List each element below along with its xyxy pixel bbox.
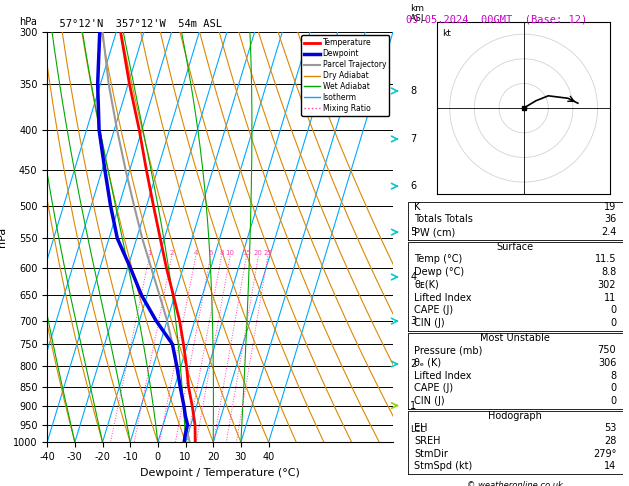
- Text: 2.4: 2.4: [601, 227, 616, 237]
- Text: 0: 0: [610, 396, 616, 406]
- Text: 20: 20: [254, 250, 263, 257]
- Text: 15: 15: [242, 250, 251, 257]
- Text: 1: 1: [410, 400, 416, 411]
- Text: 0: 0: [610, 383, 616, 393]
- Text: 1: 1: [147, 250, 152, 257]
- Text: kt: kt: [442, 29, 451, 38]
- Text: θₑ (K): θₑ (K): [414, 358, 441, 368]
- Text: 5: 5: [410, 227, 416, 237]
- Text: 302: 302: [598, 280, 616, 290]
- Text: 14: 14: [604, 461, 616, 471]
- Text: 3: 3: [410, 316, 416, 326]
- Text: 4: 4: [410, 272, 416, 282]
- Text: 8: 8: [410, 86, 416, 96]
- Text: 09.05.2024  00GMT  (Base: 12): 09.05.2024 00GMT (Base: 12): [406, 15, 587, 25]
- Text: 4: 4: [194, 250, 198, 257]
- X-axis label: Dewpoint / Temperature (°C): Dewpoint / Temperature (°C): [140, 468, 300, 478]
- Text: hPa: hPa: [19, 17, 37, 28]
- Text: Lifted Index: Lifted Index: [414, 371, 472, 381]
- Text: 8.8: 8.8: [601, 267, 616, 277]
- Text: Lifted Index: Lifted Index: [414, 293, 472, 302]
- Text: Most Unstable: Most Unstable: [480, 332, 550, 343]
- Text: 53: 53: [604, 423, 616, 434]
- Text: km
ASL: km ASL: [410, 4, 427, 23]
- Text: 7: 7: [410, 134, 416, 144]
- Text: 6: 6: [410, 181, 416, 191]
- Text: Temp (°C): Temp (°C): [414, 254, 462, 264]
- Text: 306: 306: [598, 358, 616, 368]
- Text: 8: 8: [610, 371, 616, 381]
- Text: 750: 750: [598, 345, 616, 355]
- Text: 10: 10: [226, 250, 235, 257]
- Text: Dewp (°C): Dewp (°C): [414, 267, 464, 277]
- Text: Pressure (mb): Pressure (mb): [414, 345, 482, 355]
- Text: StmSpd (kt): StmSpd (kt): [414, 461, 472, 471]
- Text: 28: 28: [604, 436, 616, 446]
- Text: 25: 25: [264, 250, 272, 257]
- Text: LCL: LCL: [410, 425, 425, 434]
- Text: SREH: SREH: [414, 436, 440, 446]
- Text: 279°: 279°: [593, 449, 616, 459]
- Text: 2: 2: [410, 359, 416, 369]
- Text: 36: 36: [604, 214, 616, 225]
- Text: CIN (J): CIN (J): [414, 396, 445, 406]
- Text: Totals Totals: Totals Totals: [414, 214, 473, 225]
- Text: CAPE (J): CAPE (J): [414, 383, 453, 393]
- Legend: Temperature, Dewpoint, Parcel Trajectory, Dry Adiabat, Wet Adiabat, Isotherm, Mi: Temperature, Dewpoint, Parcel Trajectory…: [301, 35, 389, 116]
- Text: CAPE (J): CAPE (J): [414, 305, 453, 315]
- Text: 57°12'N  357°12'W  54m ASL: 57°12'N 357°12'W 54m ASL: [47, 19, 222, 30]
- Text: 8: 8: [219, 250, 224, 257]
- Text: 19: 19: [604, 202, 616, 212]
- Text: Hodograph: Hodograph: [488, 411, 542, 421]
- Text: 0: 0: [610, 305, 616, 315]
- Text: Surface: Surface: [496, 242, 534, 252]
- Text: EH: EH: [414, 423, 428, 434]
- Text: StmDir: StmDir: [414, 449, 448, 459]
- Text: © weatheronline.co.uk: © weatheronline.co.uk: [467, 481, 563, 486]
- Text: 6: 6: [208, 250, 213, 257]
- Text: 0: 0: [610, 318, 616, 328]
- Text: K: K: [414, 202, 420, 212]
- Text: θᴇ(K): θᴇ(K): [414, 280, 439, 290]
- Y-axis label: hPa: hPa: [0, 227, 8, 247]
- Text: 11.5: 11.5: [595, 254, 616, 264]
- Text: PW (cm): PW (cm): [414, 227, 455, 237]
- Text: 11: 11: [604, 293, 616, 302]
- Text: 2: 2: [169, 250, 174, 257]
- Text: CIN (J): CIN (J): [414, 318, 445, 328]
